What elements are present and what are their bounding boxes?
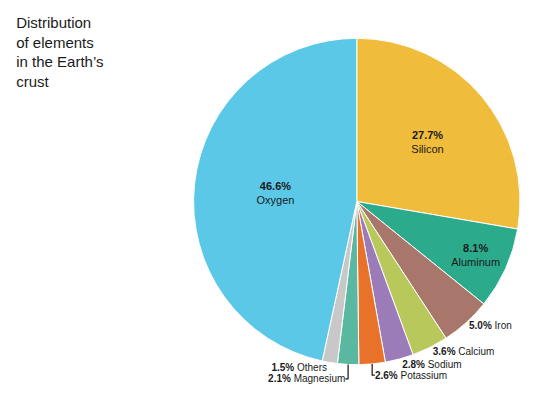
svg-text:Distributionof elementsin the: Distributionof elementsin the Earth’scru… — [16, 14, 103, 90]
svg-text:2.1% Magnesium: 2.1% Magnesium — [268, 373, 345, 384]
svg-text:2.8% Sodium: 2.8% Sodium — [402, 359, 461, 370]
svg-text:8.1%Aluminum: 8.1%Aluminum — [451, 242, 500, 268]
svg-text:5.0% Iron: 5.0% Iron — [469, 320, 512, 331]
svg-text:1.5% Others: 1.5% Others — [271, 362, 327, 373]
svg-text:46.6%Oxygen: 46.6%Oxygen — [256, 180, 294, 206]
svg-text:2.6% Potassium: 2.6% Potassium — [375, 370, 447, 381]
svg-text:27.7%Silicon: 27.7%Silicon — [411, 129, 443, 155]
svg-text:3.6% Calcium: 3.6% Calcium — [433, 346, 495, 357]
